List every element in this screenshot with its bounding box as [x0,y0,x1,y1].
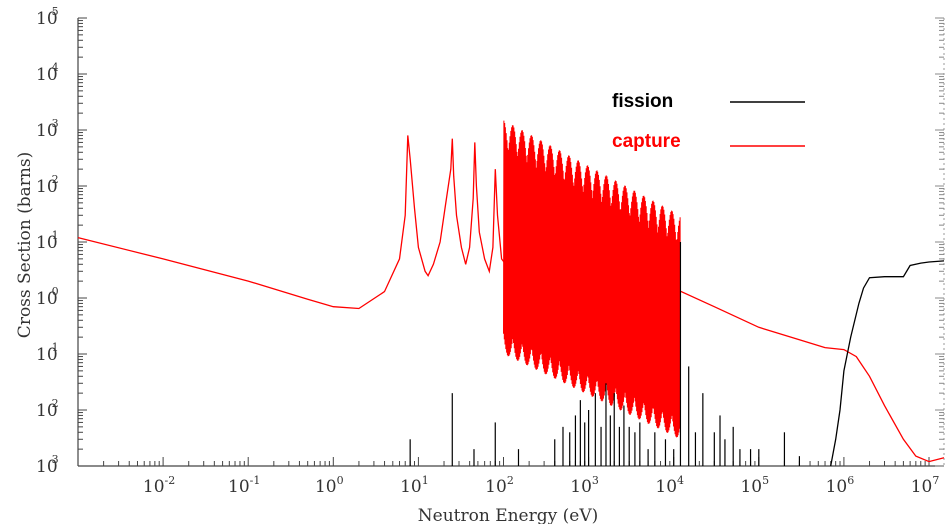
x-tick-labels: 10-2 10-1 100 101 102 103 104 105 106 107 [143,474,939,497]
x-tick-label: 106 [826,474,855,497]
capture-resonance-band [503,120,681,438]
y-axis-title: Cross Section (barns) [15,152,35,338]
y-tick-label: 103 [36,117,59,141]
legend-label-capture: capture [612,131,681,152]
fission-series-line [830,260,945,467]
legend: fission capture [612,91,805,152]
x-tick-label: 102 [485,474,514,497]
x-tick-label: 104 [655,474,684,497]
x-tick-label: 101 [400,474,429,497]
x-axis-title: Neutron Energy (eV) [418,506,598,524]
y-tick-label: 105 [36,5,59,29]
x-tick-label: 105 [740,474,769,497]
x-tick-label: 10-1 [228,474,260,497]
x-tick-label: 100 [315,474,344,497]
y-tick-label: 101 [36,229,59,253]
y-tick-label: 101 [36,341,59,365]
y-tick-label: 100 [36,285,59,309]
y-tick-label: 102 [36,397,59,421]
y-tick-label: 104 [36,61,59,85]
capture-series-line [77,135,945,463]
y-tick-labels: 105 104 103 102 101 100 101 102 103 [36,5,59,477]
x-tick-label: 107 [911,474,940,497]
y-tick-label: 102 [36,173,59,197]
x-tick-label: 10-2 [143,474,175,497]
series-layer [77,120,945,467]
legend-label-fission: fission [612,91,673,112]
x-tick-label: 103 [570,474,599,497]
y-tick-label: 103 [36,453,59,477]
